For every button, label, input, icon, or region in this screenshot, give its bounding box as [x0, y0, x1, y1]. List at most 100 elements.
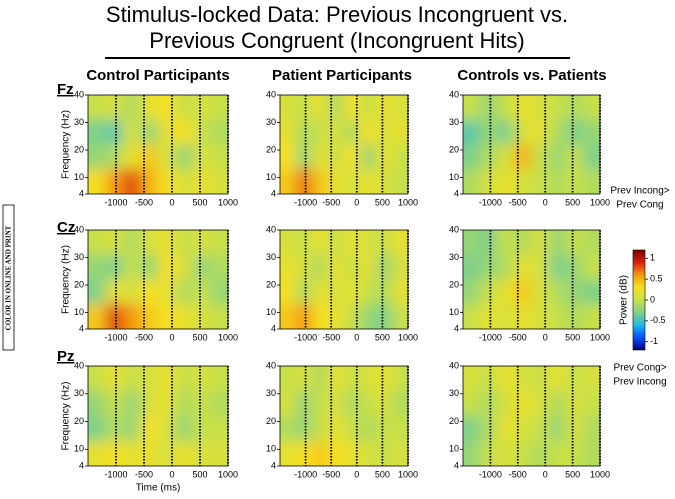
y-tick-label: 40	[266, 224, 276, 234]
heatmap-cell	[312, 254, 329, 280]
y-tick-label: 30	[74, 117, 84, 127]
heatmap-cell	[392, 95, 408, 121]
heatmap-cell	[158, 304, 176, 329]
heatmap-cell	[328, 95, 345, 121]
heatmap-cell	[548, 391, 567, 417]
colorbar-tick-label: 0.5	[650, 274, 663, 284]
heatmap-cell	[344, 144, 361, 170]
heatmap-cell	[565, 95, 584, 121]
heatmap-cell	[280, 279, 297, 305]
colorbar: 1 0.5 0 -0.5 -1 Power (dB) Prev Incong> Prev Co…	[610, 186, 669, 388]
x-tick-label: -1000	[294, 469, 317, 479]
heatmap-cell	[392, 391, 408, 417]
heatmap-cell	[376, 416, 393, 442]
heatmap-cell	[376, 441, 393, 466]
colorbar-tick-label: -1	[650, 336, 658, 346]
heatmap-cell	[123, 304, 141, 329]
heatmap-cell	[296, 279, 313, 305]
heatmap-cell	[175, 169, 194, 194]
heatmap-cell	[531, 230, 550, 256]
heatmap-cell	[531, 391, 550, 417]
heatmap-cell	[565, 230, 584, 256]
heatmap-cell	[582, 391, 600, 417]
y-tick-label: 20	[266, 144, 276, 154]
heatmap-cell	[582, 169, 600, 194]
heatmap-cell	[193, 230, 211, 256]
y-tick-label: 40	[449, 224, 459, 234]
heatmap-cell	[88, 144, 106, 170]
heatmap-cell	[497, 279, 515, 305]
heatmap-cell	[463, 95, 481, 121]
heatmap-cell	[344, 254, 361, 280]
heatmap-cell	[531, 95, 550, 121]
heatmap-cell	[158, 416, 176, 442]
x-tick-label: 0	[169, 469, 174, 479]
heatmap-cell	[296, 441, 313, 466]
heatmap-cell	[88, 391, 106, 417]
heatmap-cell	[193, 119, 211, 145]
heatmap-cell	[210, 230, 228, 256]
x-tick-label: -1000	[479, 332, 502, 342]
colorbar-top-label: Prev Incong>	[610, 186, 669, 197]
heatmap-cell	[123, 279, 141, 305]
heatmap-cell	[565, 366, 584, 392]
heatmap-cell	[480, 230, 498, 256]
heatmap-cell	[280, 169, 297, 194]
panel: -1000 -500 0 500 1000 40 30 20 10 4	[266, 224, 418, 342]
x-tick-label: 0	[354, 469, 359, 479]
heatmap-cell	[497, 441, 515, 466]
heatmap-cell	[582, 304, 600, 329]
heatmap-cell	[531, 254, 550, 280]
heatmap-cell	[280, 230, 297, 256]
colorbar-label: Power (dB)	[619, 275, 630, 325]
y-tick-label: 10	[74, 307, 84, 317]
heatmap-cell	[328, 391, 345, 417]
x-tick-label: 1000	[398, 332, 418, 342]
heatmap-cell	[392, 169, 408, 194]
x-tick-label: -500	[322, 197, 340, 207]
heatmap-cells	[280, 366, 408, 466]
heatmap	[463, 230, 600, 329]
heatmap-cell	[565, 254, 584, 280]
y-tick-label: 10	[74, 444, 84, 454]
heatmap-cell	[548, 304, 567, 329]
heatmap-cell	[296, 391, 313, 417]
heatmap-cell	[376, 391, 393, 417]
heatmap-cell	[296, 366, 313, 392]
heatmap-cell	[497, 391, 515, 417]
heatmap-cell	[210, 119, 228, 145]
heatmap-cell	[210, 254, 228, 280]
heatmap-cell	[376, 254, 393, 280]
heatmap-cell	[123, 366, 141, 392]
heatmap-cell	[158, 366, 176, 392]
heatmap-cell	[140, 230, 159, 256]
heatmap-cell	[531, 144, 550, 170]
heatmap-cell	[193, 254, 211, 280]
heatmap-cell	[158, 119, 176, 145]
heatmap-cell	[175, 254, 194, 280]
panel: -1000 -500 0 500 1000 40 30 20 10 4	[266, 89, 418, 207]
x-tick-label: 0	[354, 332, 359, 342]
heatmap-cell	[193, 304, 211, 329]
y-axis-label: Frequency (Hz)	[61, 110, 72, 179]
heatmap-cell	[280, 416, 297, 442]
heatmap-cell	[312, 441, 329, 466]
x-tick-label: -500	[509, 469, 527, 479]
heatmap-cell	[480, 144, 498, 170]
heatmap-cell	[210, 95, 228, 121]
heatmap-cell	[392, 279, 408, 305]
heatmap-cell	[344, 279, 361, 305]
heatmap-cell	[158, 144, 176, 170]
panel-frame	[462, 365, 601, 467]
heatmap-cell	[480, 169, 498, 194]
y-tick-label: 4	[271, 323, 276, 333]
heatmap-cell	[463, 230, 481, 256]
heatmap-cell	[175, 391, 194, 417]
heatmap-cell	[514, 169, 532, 194]
y-tick-label: 30	[266, 252, 276, 262]
heatmap-cell	[88, 169, 106, 194]
heatmap-cell	[497, 144, 515, 170]
heatmap-cell	[480, 95, 498, 121]
heatmap-cell	[280, 119, 297, 145]
heatmap-cell	[175, 230, 194, 256]
